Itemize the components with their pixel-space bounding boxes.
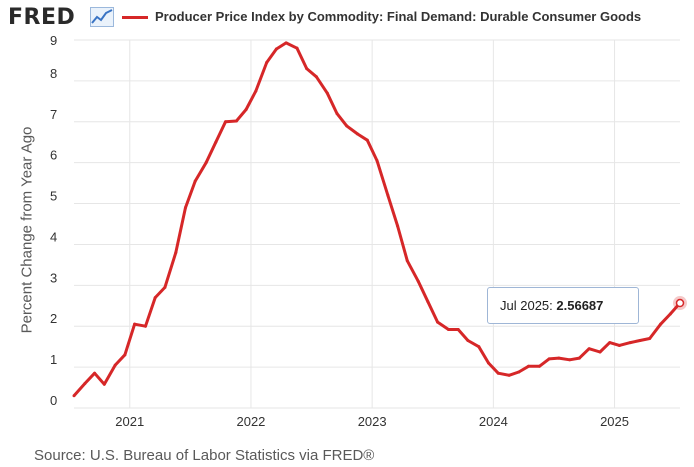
legend-series-label[interactable]: Producer Price Index by Commodity: Final… bbox=[155, 9, 642, 24]
data-point[interactable] bbox=[537, 364, 541, 368]
data-point[interactable] bbox=[517, 370, 521, 374]
data-point[interactable] bbox=[72, 394, 76, 398]
data-point[interactable] bbox=[163, 285, 167, 289]
chart-header: FRED Producer Price Index by Commodity: … bbox=[0, 0, 694, 36]
data-point[interactable] bbox=[284, 41, 288, 45]
data-point[interactable] bbox=[375, 159, 379, 163]
data-point[interactable] bbox=[608, 341, 612, 345]
data-point[interactable] bbox=[496, 371, 500, 375]
data-point[interactable] bbox=[598, 350, 602, 354]
gridlines bbox=[74, 39, 680, 409]
fred-logo[interactable]: FRED bbox=[8, 5, 76, 30]
data-point[interactable] bbox=[305, 67, 309, 71]
data-point[interactable] bbox=[234, 119, 238, 123]
data-point[interactable] bbox=[436, 320, 440, 324]
data-point[interactable] bbox=[628, 341, 632, 345]
data-point[interactable] bbox=[335, 112, 339, 116]
data-point[interactable] bbox=[224, 120, 227, 124]
y-tick-label: 9 bbox=[50, 33, 57, 48]
data-point[interactable] bbox=[466, 339, 470, 343]
data-point[interactable] bbox=[638, 339, 642, 343]
data-point[interactable] bbox=[386, 193, 390, 197]
y-axis-ticks: 0 1 2 3 4 5 6 7 8 9 bbox=[50, 33, 57, 408]
data-point[interactable] bbox=[648, 336, 652, 340]
data-point[interactable] bbox=[507, 373, 511, 377]
data-point[interactable] bbox=[659, 322, 663, 326]
y-tick-label: 3 bbox=[50, 270, 57, 285]
data-point[interactable] bbox=[325, 91, 329, 95]
data-point[interactable] bbox=[193, 179, 197, 183]
series-group bbox=[72, 41, 687, 398]
data-point[interactable] bbox=[113, 363, 117, 367]
data-point[interactable] bbox=[102, 382, 106, 386]
x-axis-ticks: 2021 2022 2023 2024 2025 bbox=[115, 414, 629, 429]
data-point[interactable] bbox=[265, 60, 269, 64]
x-tick-label: 2025 bbox=[600, 414, 629, 429]
legend-swatch bbox=[122, 16, 148, 19]
data-point[interactable] bbox=[214, 140, 218, 144]
y-tick-label: 8 bbox=[50, 66, 57, 81]
data-point[interactable] bbox=[144, 324, 148, 328]
source-citation[interactable]: Source: U.S. Bureau of Labor Statistics … bbox=[34, 447, 375, 464]
data-point[interactable] bbox=[587, 347, 591, 351]
x-tick-label: 2022 bbox=[236, 414, 265, 429]
data-point[interactable] bbox=[547, 357, 551, 361]
data-point[interactable] bbox=[426, 300, 430, 304]
data-point[interactable] bbox=[83, 381, 87, 385]
y-tick-label: 1 bbox=[50, 352, 57, 367]
data-point[interactable] bbox=[617, 343, 621, 347]
data-point[interactable] bbox=[527, 364, 530, 368]
data-point[interactable] bbox=[396, 224, 400, 228]
data-point[interactable] bbox=[577, 356, 581, 360]
data-point[interactable] bbox=[254, 89, 258, 93]
data-point[interactable] bbox=[456, 327, 460, 331]
data-point[interactable] bbox=[668, 312, 672, 316]
y-tick-label: 2 bbox=[50, 311, 57, 326]
data-point[interactable] bbox=[416, 279, 420, 283]
data-point[interactable] bbox=[487, 361, 491, 365]
data-point[interactable] bbox=[314, 75, 318, 79]
y-tick-label: 5 bbox=[50, 189, 57, 204]
data-point[interactable] bbox=[153, 296, 157, 300]
x-tick-label: 2024 bbox=[479, 414, 508, 429]
y-tick-label: 6 bbox=[50, 148, 57, 163]
series-line[interactable] bbox=[72, 41, 682, 397]
data-point[interactable] bbox=[356, 132, 360, 136]
x-tick-label: 2023 bbox=[358, 414, 387, 429]
y-tick-label: 4 bbox=[50, 229, 57, 244]
y-tick-label: 0 bbox=[50, 393, 57, 408]
hover-tooltip: Jul 2025: 2.56687 bbox=[487, 287, 639, 324]
data-point[interactable] bbox=[365, 138, 369, 142]
data-point[interactable] bbox=[477, 345, 481, 349]
data-point[interactable] bbox=[447, 327, 451, 331]
data-point[interactable] bbox=[123, 353, 127, 357]
data-point[interactable] bbox=[295, 46, 299, 50]
data-point[interactable] bbox=[557, 356, 561, 360]
tooltip-date: Jul 2025: bbox=[500, 298, 553, 313]
data-point[interactable] bbox=[133, 322, 137, 326]
data-point[interactable] bbox=[184, 206, 188, 210]
data-point[interactable] bbox=[204, 161, 208, 165]
hover-point-marker[interactable] bbox=[675, 298, 685, 308]
data-point[interactable] bbox=[274, 47, 278, 51]
data-point[interactable] bbox=[244, 108, 248, 112]
data-point[interactable] bbox=[93, 371, 97, 375]
data-point[interactable] bbox=[345, 124, 349, 128]
data-point[interactable] bbox=[405, 259, 409, 263]
y-tick-label: 7 bbox=[50, 107, 57, 122]
tooltip-value: 2.56687 bbox=[556, 298, 604, 313]
trend-chart-icon bbox=[90, 7, 114, 27]
data-point[interactable] bbox=[174, 251, 178, 255]
data-point[interactable] bbox=[568, 358, 572, 362]
x-tick-label: 2021 bbox=[115, 414, 144, 429]
